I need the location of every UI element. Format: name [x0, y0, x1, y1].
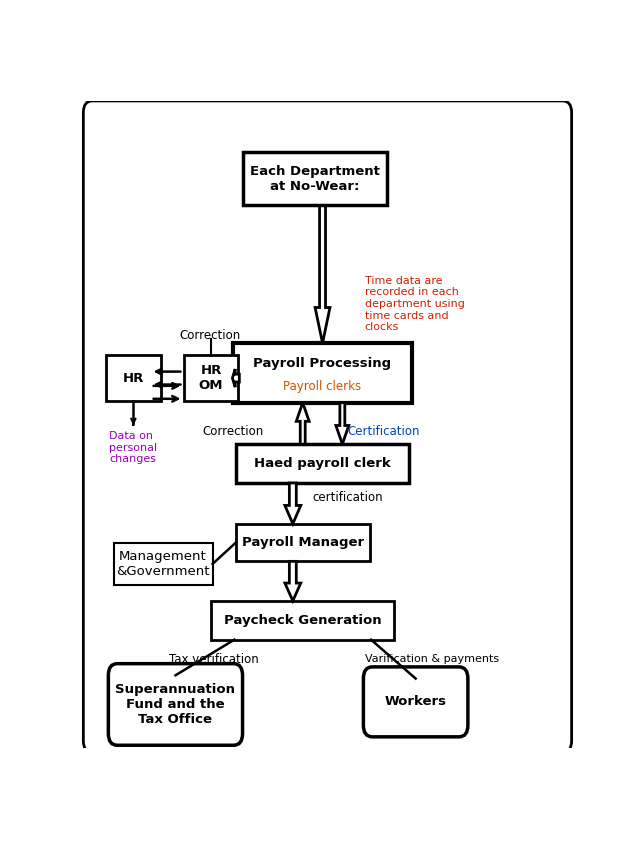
Text: Payroll Processing: Payroll Processing: [254, 357, 392, 370]
FancyBboxPatch shape: [114, 543, 213, 585]
Polygon shape: [296, 403, 309, 444]
FancyBboxPatch shape: [243, 152, 387, 205]
Text: HR
OM: HR OM: [199, 364, 224, 392]
FancyBboxPatch shape: [106, 355, 160, 401]
Text: certification: certification: [312, 491, 383, 504]
Text: Payroll clerks: Payroll clerks: [284, 379, 362, 393]
Polygon shape: [233, 369, 240, 387]
Text: Workers: Workers: [385, 696, 447, 708]
Polygon shape: [315, 206, 330, 343]
FancyBboxPatch shape: [83, 101, 572, 753]
Text: Management
&Government: Management &Government: [116, 550, 210, 578]
FancyBboxPatch shape: [236, 524, 369, 561]
Text: Varification & payments: Varification & payments: [365, 654, 499, 664]
Text: Correction: Correction: [179, 329, 240, 341]
Polygon shape: [285, 561, 301, 600]
FancyBboxPatch shape: [184, 355, 238, 401]
FancyBboxPatch shape: [236, 444, 409, 483]
Text: Paycheck Generation: Paycheck Generation: [224, 614, 381, 627]
Text: Data on
personal
changes: Data on personal changes: [109, 431, 157, 464]
Text: Payroll Manager: Payroll Manager: [242, 536, 364, 549]
Text: HR: HR: [123, 372, 144, 384]
FancyBboxPatch shape: [364, 667, 468, 737]
Text: Each Department
at No-Wear:: Each Department at No-Wear:: [250, 165, 380, 193]
FancyBboxPatch shape: [211, 600, 394, 640]
Text: Certification: Certification: [348, 425, 420, 437]
Text: Superannuation
Fund and the
Tax Office: Superannuation Fund and the Tax Office: [116, 683, 235, 726]
Text: Time data are
recorded in each
department using
time cards and
clocks: Time data are recorded in each departmen…: [365, 276, 465, 332]
Polygon shape: [285, 483, 301, 524]
Polygon shape: [336, 403, 349, 444]
Text: Correction: Correction: [203, 425, 264, 437]
FancyBboxPatch shape: [233, 343, 412, 403]
FancyBboxPatch shape: [109, 664, 243, 745]
Text: Haed payroll clerk: Haed payroll clerk: [254, 457, 391, 470]
Text: Tax verification: Tax verification: [169, 653, 258, 665]
